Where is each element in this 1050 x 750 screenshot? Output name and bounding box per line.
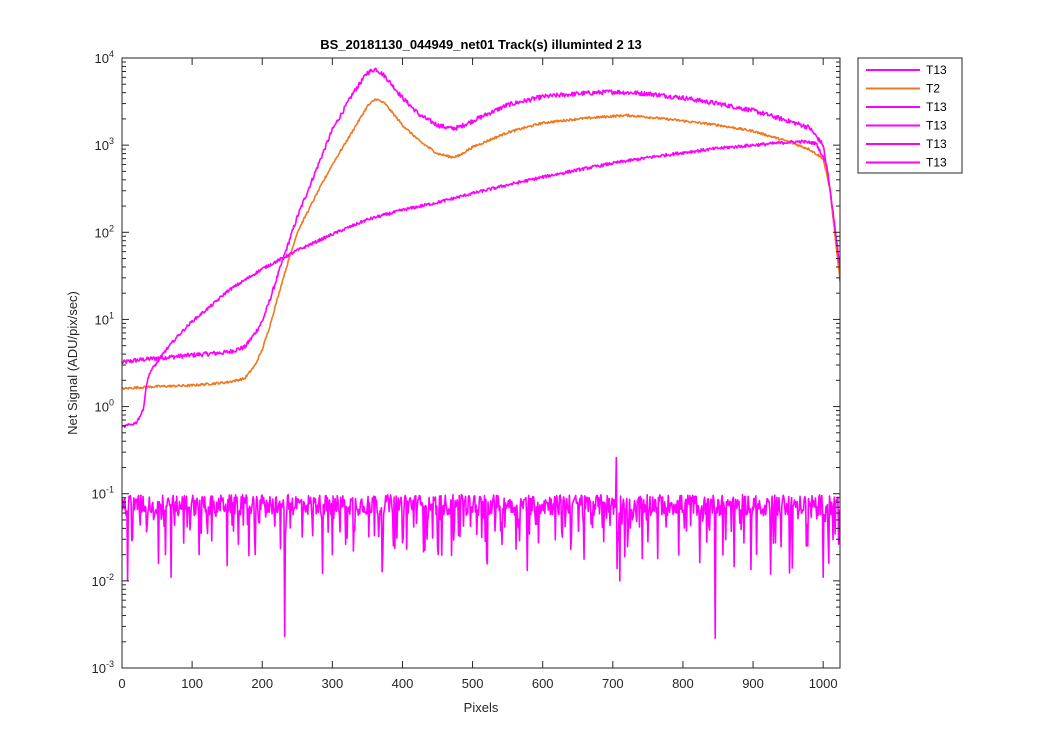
x-tick-label: 100 [181, 676, 203, 691]
y-tick-exponent: 2 [109, 223, 114, 233]
y-tick-label: 10-1 [92, 485, 114, 502]
x-tick-label: 600 [532, 676, 554, 691]
x-tick-label: 0 [118, 676, 125, 691]
x-tick-label: 300 [322, 676, 344, 691]
x-tick-label: 1000 [809, 676, 838, 691]
legend[interactable]: T13 T2 T13 T13 T13 T13 [857, 57, 963, 174]
y-tick-exponent: 3 [109, 136, 114, 146]
x-tick-label: 500 [462, 676, 484, 691]
series-line-2 [122, 98, 840, 391]
axes-layer: 0 100 200 300 400 500 600 700 800 900 100010-310-2… [92, 49, 840, 691]
y-tick-label: 104 [95, 49, 114, 66]
y-tick-base: 10 [95, 312, 109, 327]
series-line-1 [122, 67, 840, 365]
legend-entry: T13 [926, 63, 947, 77]
legend-entry: T13 [926, 119, 947, 133]
x-tick-label: 800 [672, 676, 694, 691]
x-tick-label: 900 [742, 676, 764, 691]
y-tick-label: 10-3 [92, 659, 114, 676]
y-tick-base: 10 [92, 487, 106, 502]
x-tick-label: 200 [251, 676, 273, 691]
y-tick-base: 10 [92, 661, 106, 676]
y-tick-label: 100 [95, 398, 114, 415]
y-tick-label: 101 [95, 310, 114, 327]
y-tick-base: 10 [95, 51, 109, 66]
legend-entry: T13 [926, 100, 947, 114]
y-tick-exponent: 4 [109, 49, 114, 59]
y-tick-base: 10 [95, 138, 109, 153]
y-tick-exponent: 0 [109, 398, 114, 408]
series-line-6 [122, 456, 840, 639]
y-tick-exponent: -2 [106, 572, 114, 582]
y-tick-base: 10 [95, 225, 109, 240]
legend-entry: T13 [926, 156, 947, 170]
series-line-3 [122, 139, 840, 429]
y-tick-label: 102 [95, 223, 114, 240]
x-tick-label: 700 [602, 676, 624, 691]
y-axis-label: Net Signal (ADU/pix/sec) [65, 291, 80, 435]
y-tick-base: 10 [92, 574, 106, 589]
series-layer [122, 67, 840, 639]
legend-entry: T13 [926, 137, 947, 151]
legend-box [857, 57, 963, 174]
y-tick-exponent: -3 [106, 659, 114, 669]
y-tick-exponent: -1 [106, 485, 114, 495]
y-tick-exponent: 1 [109, 310, 114, 320]
chart-title: BS_20181130_044949_net01 Track(s) illumi… [320, 37, 642, 52]
plot-area [122, 58, 840, 668]
y-tick-label: 10-2 [92, 572, 114, 589]
plot-frame [121, 57, 841, 669]
x-axis-label: Pixels [464, 700, 499, 715]
x-tick-label: 400 [392, 676, 414, 691]
legend-entry: T2 [926, 82, 940, 96]
y-tick-label: 103 [95, 136, 114, 153]
y-tick-base: 10 [95, 400, 109, 415]
